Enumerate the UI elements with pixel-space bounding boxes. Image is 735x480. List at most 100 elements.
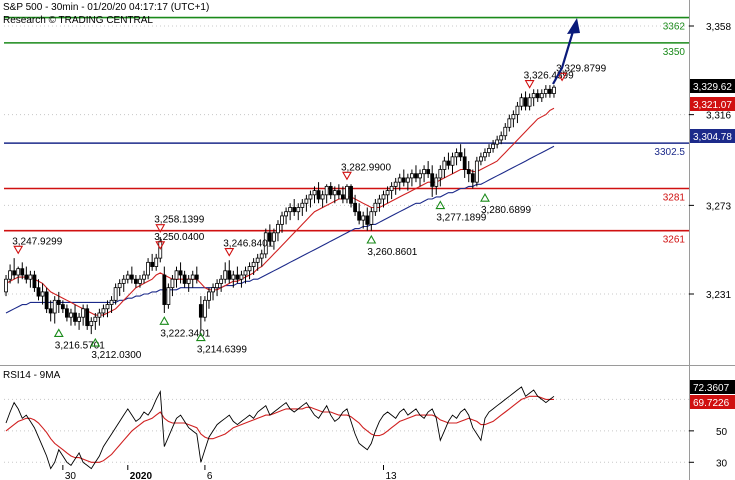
candle [109,296,114,313]
candle [466,161,471,183]
candle-body [470,173,475,183]
pivot-annotation: 3,247.9299 [12,236,63,255]
candle-body [341,194,345,200]
candle-body [328,185,333,196]
x-axis-layer: 30 2020 6 13 [62,465,397,480]
candle-body [198,304,203,318]
pivot-annotation: 3,216.5701 [53,328,105,351]
candle [292,199,297,216]
y-axis-layer: 3,358 3,316 3,273 3,231 [689,22,731,301]
candle-body [138,278,142,284]
candle-body [101,308,106,314]
candle-body [272,232,276,242]
pivot-label: 3,258.1399 [154,215,204,226]
candle [235,266,240,284]
candle-body [539,93,544,99]
candle [101,304,106,318]
pivot-annotation: 3,326.4399 [524,71,574,89]
candle [296,203,301,221]
pivot-annotation: 3,212.0300 [90,337,142,361]
candle-body [414,173,418,179]
pivot-high-marker [13,245,24,255]
candle-body [385,190,390,196]
candle-body [336,190,341,196]
candle-body [44,291,49,310]
candle [40,283,45,305]
pivot-low-marker [53,328,64,338]
candle-body [247,266,252,272]
pivot-annotation: 3,277.1899 [435,200,487,224]
candle [418,169,422,187]
candle [142,270,146,284]
candle-body [324,185,329,196]
candle-body [219,278,224,284]
candle-body [235,274,240,280]
pivot-low-marker [366,234,377,244]
candle-body [69,312,73,318]
candle [288,203,293,221]
candle-body [438,169,443,179]
candle [113,283,118,305]
level-label: 3261 [663,235,686,246]
candle [44,287,49,313]
candle [450,152,455,174]
candle [519,93,524,111]
candle [227,260,232,284]
candle [178,262,183,284]
candle [24,266,29,284]
candle [12,258,17,280]
pivot-high-marker [342,171,352,181]
candle [446,152,451,170]
candle [267,224,272,246]
candle [8,264,12,284]
candle [69,308,73,326]
candle-body [316,190,321,200]
rsi-tag-value: 69.7226 [693,398,730,409]
candle-body [243,270,248,276]
candle-body [466,169,471,175]
candle-body [410,173,414,179]
pivot-annotation: 3,246.8401 [223,239,274,257]
pivot-label: 3,282.9900 [341,162,391,173]
pivot-low-marker [435,200,446,210]
candle-body [267,232,272,242]
candle-body [190,274,195,280]
candle [105,300,110,318]
candle [381,190,386,208]
price-tag-value: 3,304.78 [693,132,732,143]
candle-body [503,126,508,137]
candle-body [150,261,155,267]
candle-body [543,88,548,94]
level-label: 3302.5 [654,147,685,158]
candle-body [154,257,159,267]
candle-body [227,270,232,280]
candle [198,296,203,330]
x-tick-label: 6 [207,471,213,480]
candle [531,89,536,107]
candle-body [361,215,366,221]
pivot-annotation: 3,214.6399 [195,332,247,356]
candle-body [231,274,236,280]
candle [52,296,57,324]
candle-body [215,283,219,289]
candle [385,186,390,204]
pivot-annotation: 3,260.8601 [366,234,418,258]
candle-body [60,304,65,310]
candle [332,186,337,204]
candle-body [523,97,528,107]
candle-body [178,270,183,276]
candle-body [16,268,21,276]
rsi-tag-box [690,380,735,394]
candle [186,275,191,292]
candle [174,266,179,288]
candle-body [349,185,353,204]
candle [223,262,228,284]
candle-body [369,211,374,225]
candle [129,266,134,284]
candle-body [288,207,293,213]
candle-body [499,135,504,141]
candle-body [308,194,313,200]
candle [373,199,378,216]
candle-body [389,185,394,191]
